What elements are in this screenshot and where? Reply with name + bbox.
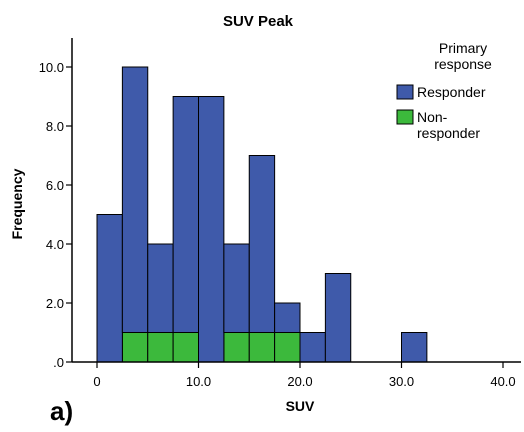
responder-bar xyxy=(401,332,428,363)
nonresponder-bar xyxy=(223,332,250,363)
responder-bar xyxy=(96,214,123,363)
x-tick-label: 30.0 xyxy=(389,374,414,389)
x-tick-label: 40.0 xyxy=(490,374,515,389)
responder-bar xyxy=(172,96,199,333)
legend-label: responder xyxy=(417,125,480,141)
legend-swatch xyxy=(396,109,414,125)
y-ticks: .0 2.0 4.0 6.0 8.0 10.0 xyxy=(39,60,72,370)
x-tick-label: 20.0 xyxy=(287,374,312,389)
nonresponder-bar xyxy=(248,332,276,363)
y-tick-label: 6.0 xyxy=(46,178,64,193)
responder-bar xyxy=(299,332,326,363)
responder-bar xyxy=(198,96,225,363)
responder-bar xyxy=(274,302,301,333)
y-tick-label: 10.0 xyxy=(39,60,64,75)
nonresponder-bar xyxy=(121,332,149,363)
legend-swatch xyxy=(396,84,414,100)
panel-label: a) xyxy=(50,396,73,426)
y-tick-label: 4.0 xyxy=(46,237,64,252)
x-tick-label: 0 xyxy=(93,374,100,389)
responder-bar xyxy=(248,155,276,333)
legend-title: response xyxy=(434,56,492,72)
responder-bar xyxy=(324,273,352,363)
x-tick-label: 10.0 xyxy=(186,374,211,389)
y-tick-label: 2.0 xyxy=(46,296,64,311)
y-axis-label: Frequency xyxy=(9,168,25,239)
responder-bar xyxy=(121,66,149,333)
y-tick-label: 8.0 xyxy=(46,119,64,134)
chart-title: SUV Peak xyxy=(223,13,294,30)
x-axis-label: SUV xyxy=(286,398,315,414)
nonresponder-bar xyxy=(274,332,301,363)
legend-title: Primary xyxy=(439,40,487,56)
legend-label: Non- xyxy=(417,109,448,125)
nonresponder-bar xyxy=(172,332,199,363)
bars xyxy=(96,66,428,363)
axes xyxy=(71,38,521,363)
nonresponder-bar xyxy=(147,332,174,363)
legend-label: Responder xyxy=(417,84,486,100)
responder-bar xyxy=(223,243,250,333)
y-tick-label: .0 xyxy=(53,355,64,370)
responder-bar xyxy=(147,243,174,333)
x-ticks: 0 10.0 20.0 30.0 40.0 xyxy=(93,362,516,389)
